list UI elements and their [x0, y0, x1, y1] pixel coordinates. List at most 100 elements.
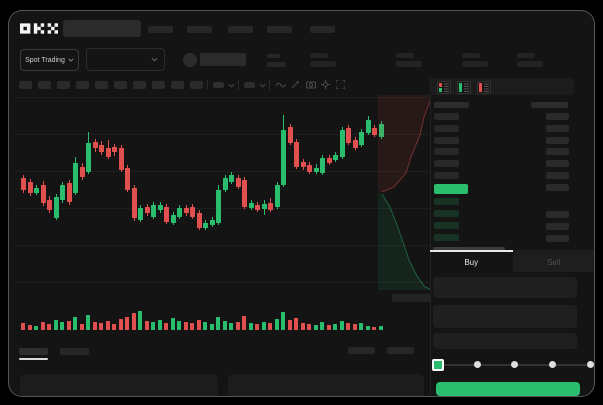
volume-bar: [190, 323, 194, 330]
panel-divider: [430, 76, 431, 396]
timeframe-button[interactable]: [57, 81, 70, 89]
orderbook-view-all-icon[interactable]: [437, 81, 451, 94]
bid-price-placeholder[interactable]: [434, 210, 459, 217]
bid-price-placeholder[interactable]: [434, 234, 459, 241]
stat-value-placeholder: [462, 61, 488, 67]
volume-bar: [229, 323, 233, 330]
bid-price-placeholder[interactable]: [434, 198, 459, 205]
volume-bar: [346, 323, 350, 330]
nav-item[interactable]: [310, 26, 335, 33]
timeframe-button[interactable]: [95, 81, 108, 89]
candle: [144, 207, 150, 213]
price-input[interactable]: [433, 277, 577, 298]
chevron-down-icon[interactable]: [228, 83, 235, 88]
volume-bar: [112, 324, 116, 330]
amount-input[interactable]: [433, 305, 577, 328]
candle: [268, 203, 273, 210]
search-input[interactable]: [63, 20, 141, 37]
ask-price-placeholder[interactable]: [434, 148, 459, 155]
timeframe-button[interactable]: [152, 81, 165, 89]
chart-style-selector[interactable]: [244, 82, 255, 88]
candle: [222, 178, 228, 190]
volume-bar: [27, 325, 32, 330]
candle: [320, 158, 325, 173]
bottom-tab-right[interactable]: [387, 347, 414, 354]
timeframe-button[interactable]: [171, 81, 184, 89]
slider-stop[interactable]: [511, 361, 518, 368]
volume-bar: [86, 315, 90, 330]
nav-item[interactable]: [148, 26, 173, 33]
chevron-down-icon[interactable]: [259, 83, 266, 88]
orderbook-view-bids-icon[interactable]: [457, 81, 471, 94]
bottom-tab-active[interactable]: [19, 348, 48, 355]
timeframe-button[interactable]: [76, 81, 89, 89]
stat-label-placeholder: [310, 53, 328, 58]
orderbook-scrollbar[interactable]: [433, 247, 505, 250]
volume-bar: [378, 326, 383, 330]
candle: [86, 143, 91, 172]
candle: [196, 213, 202, 228]
orderbook-view-asks-icon[interactable]: [477, 81, 491, 94]
volume-bar: [92, 322, 97, 330]
volume-bar: [53, 320, 58, 330]
candle: [281, 130, 286, 185]
candle: [27, 182, 33, 193]
candle: [339, 130, 345, 157]
candle: [118, 148, 124, 170]
tab-sell[interactable]: Sell: [512, 250, 594, 272]
stat-value-placeholder: [396, 61, 422, 67]
okx-logo[interactable]: [20, 22, 58, 35]
market-type-dropdown[interactable]: Spot Trading: [20, 49, 79, 71]
candle: [229, 175, 234, 182]
slider-stop[interactable]: [587, 361, 594, 368]
volume-bar: [281, 312, 285, 330]
ask-price-placeholder[interactable]: [434, 160, 459, 167]
volume-bar: [333, 324, 337, 330]
nav-item[interactable]: [267, 26, 292, 33]
pair-selector-dropdown[interactable]: [86, 48, 165, 71]
line-tool-icon[interactable]: [276, 81, 286, 89]
timeframe-button[interactable]: [190, 81, 203, 89]
volume-bar: [255, 324, 259, 330]
buy-button[interactable]: [436, 382, 580, 396]
slider-handle[interactable]: [432, 359, 444, 371]
volume-bar: [203, 322, 207, 330]
timeframe-button[interactable]: [133, 81, 146, 89]
tab-buy[interactable]: Buy: [430, 250, 513, 272]
volume-bar: [216, 317, 220, 330]
draw-tool-icon[interactable]: [291, 80, 300, 89]
indicator-selector[interactable]: [213, 82, 224, 88]
timeframe-button[interactable]: [114, 81, 127, 89]
ask-amount-placeholder: [546, 184, 569, 191]
bid-amount-placeholder: [546, 235, 569, 242]
camera-icon[interactable]: [306, 80, 316, 89]
timeframe-button[interactable]: [19, 81, 32, 89]
total-input[interactable]: [433, 333, 577, 349]
volume-bar: [359, 323, 363, 330]
app-window: Spot Trading: [8, 10, 595, 397]
fullscreen-icon[interactable]: [336, 80, 345, 89]
stat-label-placeholder: [462, 53, 480, 58]
timeframe-button[interactable]: [38, 81, 51, 89]
ask-price-placeholder[interactable]: [434, 113, 459, 120]
bid-price-placeholder[interactable]: [434, 222, 459, 229]
ask-price-placeholder[interactable]: [434, 172, 459, 179]
bottom-tab-right[interactable]: [348, 347, 375, 354]
stat-label-placeholder: [396, 53, 414, 58]
candle: [60, 185, 65, 200]
gridline: [14, 134, 430, 135]
ask-price-placeholder[interactable]: [434, 137, 459, 144]
slider-stop[interactable]: [549, 361, 556, 368]
nav-item[interactable]: [228, 26, 253, 33]
volume-bar: [125, 317, 129, 330]
gear-icon[interactable]: [321, 80, 330, 89]
bid-amount-placeholder: [546, 211, 569, 218]
candle: [73, 163, 78, 193]
nav-item[interactable]: [187, 26, 212, 33]
volume-bar: [21, 323, 25, 330]
slider-stop[interactable]: [474, 361, 481, 368]
bottom-tab[interactable]: [60, 348, 89, 355]
volume-bar: [242, 316, 246, 330]
stat-label-placeholder: [517, 53, 535, 58]
ask-price-placeholder[interactable]: [434, 125, 459, 132]
